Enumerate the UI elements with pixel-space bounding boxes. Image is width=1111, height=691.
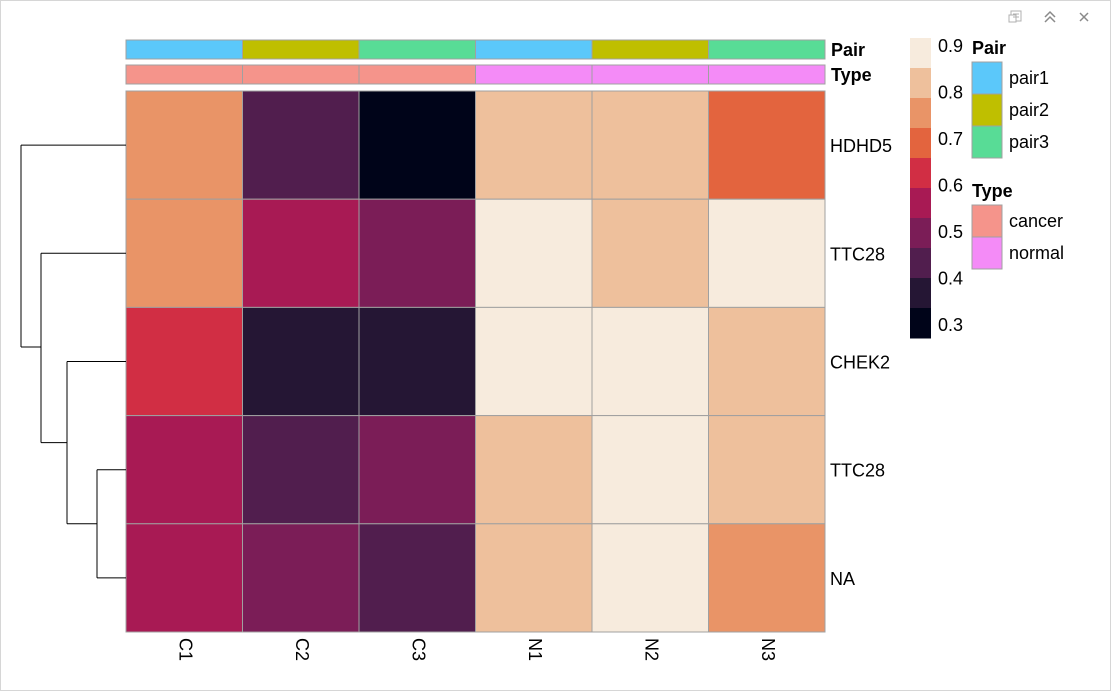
heatmap-cell — [242, 198, 360, 308]
heatmap-cell — [708, 198, 826, 308]
color-scale-tick: 0.6 — [938, 176, 963, 196]
heatmap-cell — [242, 306, 360, 417]
collapse-icon[interactable] — [1041, 8, 1059, 26]
annotation-cell — [475, 39, 593, 60]
heatmap-cell — [475, 306, 593, 417]
annotation-label: Pair — [831, 40, 865, 60]
color-scale-band — [910, 158, 931, 189]
heatmap-cell — [475, 523, 593, 633]
color-scale-band — [910, 128, 931, 159]
annotation-cell — [358, 39, 476, 60]
color-scale-band — [910, 98, 931, 129]
legend-label: cancer — [1009, 211, 1063, 231]
color-scale-band — [910, 68, 931, 99]
heatmap-cell — [591, 415, 709, 525]
column-label: N1 — [525, 638, 545, 661]
heatmap-cell — [708, 90, 826, 200]
color-scale-tick: 0.5 — [938, 222, 963, 242]
heatmap-cell — [708, 306, 826, 417]
annotation-cell — [475, 64, 593, 85]
export-icon[interactable] — [1007, 8, 1025, 26]
color-scale-band — [910, 38, 931, 69]
heatmap-cell — [358, 90, 476, 200]
heatmap-cell — [125, 415, 243, 525]
heatmap-cell — [591, 523, 709, 633]
legend-swatch — [971, 236, 1003, 270]
row-label: HDHD5 — [830, 136, 892, 156]
annotation-cell — [125, 39, 243, 60]
legend-label: normal — [1009, 243, 1064, 263]
color-scale-band — [910, 248, 931, 279]
color-scale-tick: 0.4 — [938, 269, 963, 289]
color-scale-tick: 0.8 — [938, 83, 963, 103]
heatmap-cell — [358, 198, 476, 308]
legend-swatch — [971, 93, 1003, 127]
heatmap-cell — [475, 415, 593, 525]
annotation-cell — [358, 64, 476, 85]
legend-swatch — [971, 61, 1003, 95]
heatmap-cell — [358, 306, 476, 417]
column-label: C1 — [176, 638, 196, 661]
color-scale-tick: 0.3 — [938, 315, 963, 335]
row-label: TTC28 — [830, 461, 885, 481]
heatmap-cell — [591, 90, 709, 200]
heatmap-cell — [591, 198, 709, 308]
row-label: CHEK2 — [830, 353, 890, 373]
annotation-cell — [708, 64, 826, 85]
heatmap-cell — [125, 306, 243, 417]
legend-title: Type — [972, 181, 1013, 201]
legend-swatch — [971, 204, 1003, 238]
annotation-cell — [591, 39, 709, 60]
legend-title: Pair — [972, 38, 1006, 58]
close-icon[interactable] — [1075, 8, 1093, 26]
legend-label: pair2 — [1009, 100, 1049, 120]
legend-swatch — [971, 125, 1003, 159]
color-scale-band — [910, 278, 931, 309]
annotation-cell — [708, 39, 826, 60]
heatmap-cell — [242, 90, 360, 200]
annotation-cell — [591, 64, 709, 85]
heatmap-cell — [708, 523, 826, 633]
heatmap-cell — [125, 198, 243, 308]
color-scale-band — [910, 188, 931, 219]
row-label: NA — [830, 569, 855, 589]
annotation-cell — [242, 39, 360, 60]
heatmap-cell — [242, 415, 360, 525]
heatmap-cell — [475, 90, 593, 200]
heatmap-cell — [475, 198, 593, 308]
color-scale-tick: 0.7 — [938, 129, 963, 149]
column-label: N3 — [758, 638, 778, 661]
legend-label: pair3 — [1009, 132, 1049, 152]
window-toolbar — [1007, 6, 1093, 28]
heatmap-cell — [708, 415, 826, 525]
color-scale-tick: 0.9 — [938, 36, 963, 56]
column-label: C3 — [409, 638, 429, 661]
color-scale-band — [910, 218, 931, 249]
legend-label: pair1 — [1009, 68, 1049, 88]
heatmap-cell — [125, 90, 243, 200]
column-label: C2 — [292, 638, 312, 661]
row-label: TTC28 — [830, 244, 885, 264]
heatmap-cell — [125, 523, 243, 633]
annotation-label: Type — [831, 65, 872, 85]
heatmap-cell — [358, 523, 476, 633]
annotation-cell — [125, 64, 243, 85]
heatmap-cell — [242, 523, 360, 633]
heatmap-cell — [591, 306, 709, 417]
annotation-cell — [242, 64, 360, 85]
heatmap-cell — [358, 415, 476, 525]
column-label: N2 — [642, 638, 662, 661]
color-scale-band — [910, 308, 931, 339]
